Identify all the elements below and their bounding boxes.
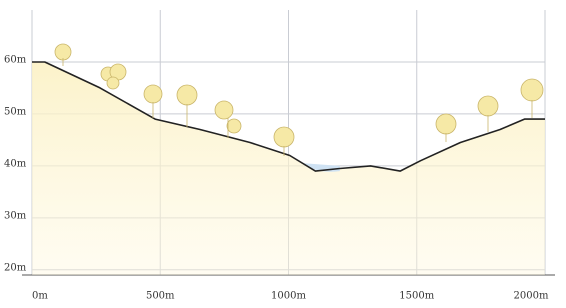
x-tick-label: 500m xyxy=(146,291,175,302)
y-tick-label: 20m xyxy=(4,262,27,273)
y-tick-label: 60m xyxy=(4,54,27,65)
chart: 20m 30m 40m 50m 60m 0m 500m 1000m 1500m 2000m xyxy=(0,0,566,308)
x-tick-label: 1500m xyxy=(399,291,434,302)
y-tick-label: 30m xyxy=(4,210,27,221)
x-tick-label: 2000m xyxy=(514,291,549,302)
y-tick-label: 50m xyxy=(4,106,27,117)
y-tick-label: 40m xyxy=(4,158,27,169)
x-tick-label: 0m xyxy=(32,291,48,302)
x-tick-label: 1000m xyxy=(271,291,306,302)
